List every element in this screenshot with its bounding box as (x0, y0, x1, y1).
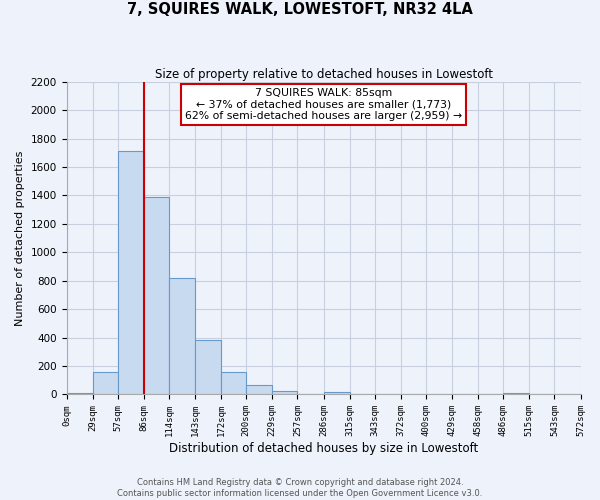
X-axis label: Distribution of detached houses by size in Lowestoft: Distribution of detached houses by size … (169, 442, 478, 455)
Bar (169, 278, 195, 394)
Bar (195, 340, 221, 394)
Bar (323, 392, 350, 394)
Bar (118, 152, 144, 394)
Title: Size of property relative to detached houses in Lowestoft: Size of property relative to detached ho… (155, 68, 493, 80)
Bar (67, 393, 92, 394)
Y-axis label: Number of detached properties: Number of detached properties (15, 150, 25, 326)
Text: Contains HM Land Registry data © Crown copyright and database right 2024.
Contai: Contains HM Land Registry data © Crown c… (118, 478, 482, 498)
Bar (221, 372, 246, 394)
Text: 7, SQUIRES WALK, LOWESTOFT, NR32 4LA: 7, SQUIRES WALK, LOWESTOFT, NR32 4LA (127, 2, 473, 18)
Bar (246, 385, 272, 394)
Bar (503, 393, 529, 394)
Bar (92, 372, 118, 394)
Text: 7 SQUIRES WALK: 85sqm
← 37% of detached houses are smaller (1,773)
62% of semi-d: 7 SQUIRES WALK: 85sqm ← 37% of detached … (185, 88, 462, 121)
Bar (144, 197, 169, 394)
Bar (272, 391, 298, 394)
